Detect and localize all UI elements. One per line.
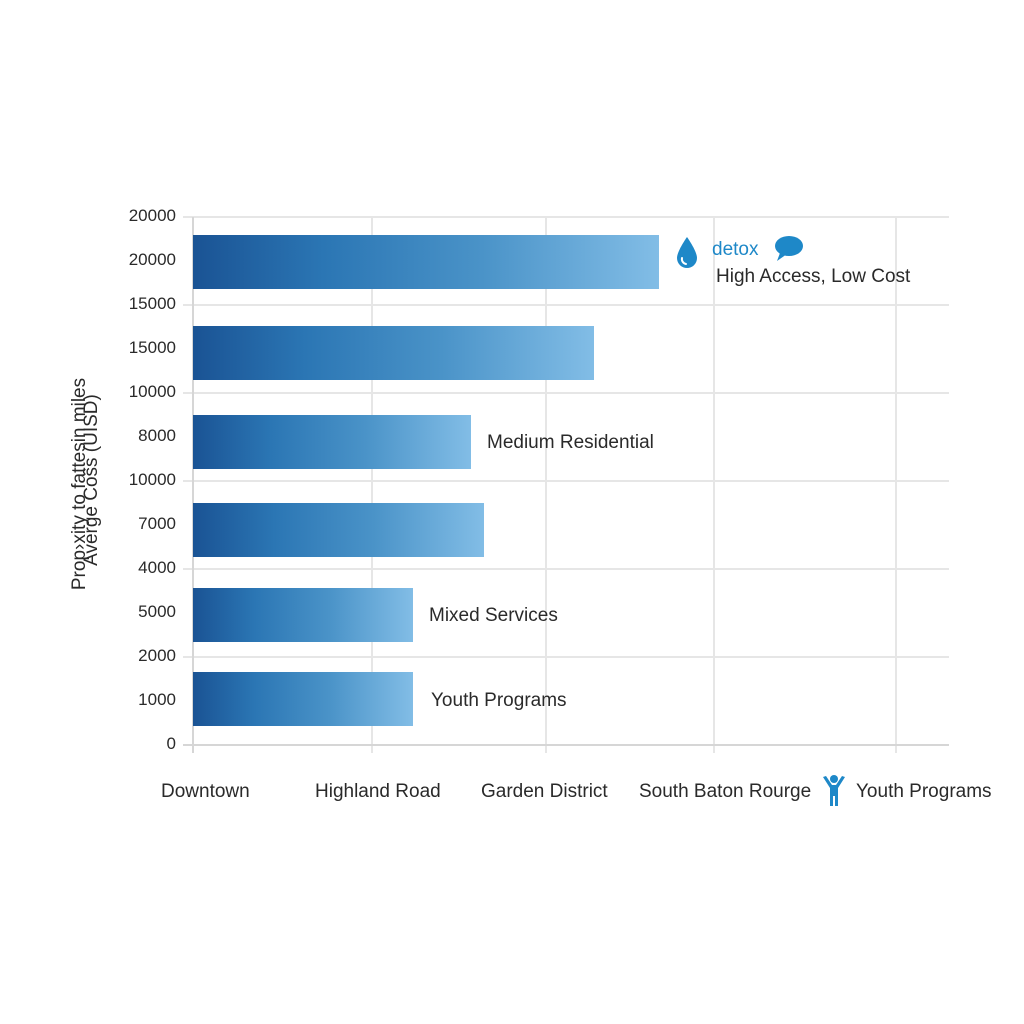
y-tick: 5000 (138, 602, 176, 621)
y-axis-title-line2: Averge Coŝs (UISD) (81, 394, 102, 566)
x-tick: Downtown (161, 781, 250, 802)
x-axis-line (183, 744, 949, 746)
y-tick: 15000 (128, 338, 176, 357)
gridline-h (183, 480, 949, 482)
annotation-youth-programs: Youth Programs (431, 690, 567, 711)
bar-6 (193, 672, 413, 726)
y-tick: 2000 (138, 646, 176, 665)
speech-bubble-icon (775, 236, 803, 261)
annotation-medium-residential: Medium Residential (487, 432, 654, 453)
y-axis-line (192, 217, 194, 753)
y-tick: 20000 (128, 206, 176, 225)
annotation-high-access: High Access, Low Cost (716, 266, 911, 287)
gridline-v (713, 217, 715, 753)
annotation-mixed-services: Mixed Services (429, 605, 558, 626)
gridline-h (183, 656, 949, 658)
y-tick: 4000 (138, 558, 176, 577)
y-tick: 0 (166, 734, 176, 753)
gridline-h (183, 392, 949, 394)
x-tick: Youth Programs (856, 781, 992, 802)
bar-4 (193, 503, 484, 557)
y-tick: 8000 (138, 426, 176, 445)
gridline-v (895, 217, 897, 753)
bar-5 (193, 588, 413, 642)
x-tick: Highland Road (315, 781, 441, 802)
bar-3 (193, 415, 471, 469)
water-drop-icon (677, 237, 697, 268)
gridline-v (371, 217, 373, 753)
y-tick: 1000 (138, 690, 176, 709)
annotation-detox: detox (712, 239, 759, 260)
bar-2 (193, 326, 594, 380)
gridline-h (183, 304, 949, 306)
person-arms-up-icon (823, 775, 845, 806)
gridline-h (183, 216, 949, 218)
gridline-h (183, 568, 949, 570)
y-tick: 7000 (138, 514, 176, 533)
y-tick: 10000 (128, 382, 176, 401)
y-tick: 20000 (128, 250, 176, 269)
y-tick: 10000 (128, 470, 176, 489)
x-tick: Garden District (481, 781, 608, 802)
x-tick: South Baton Rourge (639, 781, 812, 802)
gridline-v (545, 217, 547, 753)
y-tick: 15000 (128, 294, 176, 313)
bar-1 (193, 235, 659, 289)
